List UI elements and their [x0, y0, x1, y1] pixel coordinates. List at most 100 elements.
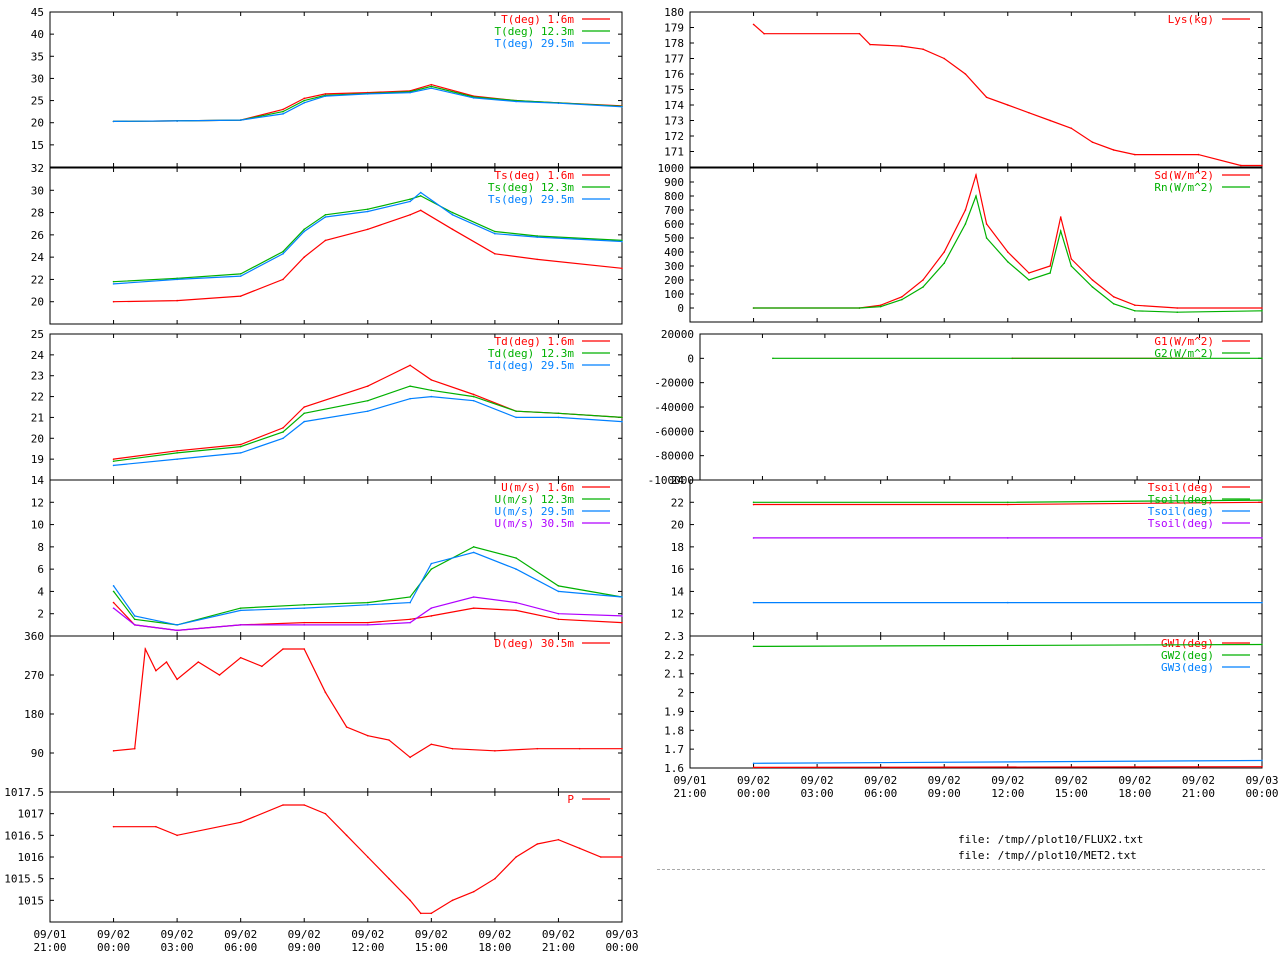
data-point [303, 804, 306, 806]
data-point [430, 607, 433, 609]
data-point [515, 568, 517, 570]
x-tick-label-time: 21:00 [542, 941, 575, 954]
x-tick-label-date: 09/03 [605, 928, 638, 941]
data-point [472, 97, 475, 99]
data-point [155, 825, 157, 828]
data-point [324, 95, 327, 97]
data-point [282, 437, 284, 440]
data-point [112, 300, 115, 303]
x-tick-label-date: 09/02 [351, 928, 384, 941]
x-tick-label-time: 15:00 [415, 941, 448, 954]
data-point [451, 228, 454, 231]
x-tick-label-time: 03:00 [801, 787, 834, 800]
data-point [239, 445, 242, 448]
data-point [324, 812, 327, 815]
data-point [494, 877, 496, 880]
data-point [1112, 296, 1115, 298]
series-line-Lys [753, 23, 1262, 167]
x-tick-label-date: 09/02 [1118, 774, 1151, 787]
data-point [621, 240, 623, 243]
y-tick-label: 20 [31, 296, 44, 309]
x-tick-label-date: 09/02 [288, 928, 321, 941]
data-point [419, 912, 422, 915]
data-point [621, 596, 623, 598]
y-tick-label: 172 [664, 130, 684, 143]
x-tick-label-date: 09/02 [224, 928, 257, 941]
data-point [578, 847, 581, 850]
data-point [366, 210, 369, 213]
y-tick-label: 20 [671, 519, 684, 532]
y-tick-label: 600 [664, 218, 684, 231]
x-tick-label-date: 09/02 [97, 928, 130, 941]
data-point [409, 200, 411, 203]
y-tick-label: 32 [31, 162, 44, 175]
data-point [303, 604, 306, 606]
data-point [239, 452, 242, 454]
y-tick-label: 22 [31, 391, 44, 404]
series-line-P [113, 804, 622, 914]
data-point [752, 537, 755, 539]
data-point [303, 97, 306, 100]
data-point [112, 460, 115, 463]
data-point [133, 747, 136, 750]
y-tick-label: 12 [31, 496, 44, 509]
legend-label: T(deg) 1.6m [501, 13, 574, 26]
y-tick-label: 14 [31, 474, 45, 487]
data-point [536, 843, 539, 845]
y-tick-label: 18 [671, 541, 684, 554]
data-point [409, 601, 411, 604]
x-tick-label-time: 12:00 [351, 941, 384, 954]
data-point [752, 601, 755, 604]
y-tick-label: 26 [31, 229, 44, 242]
data-point [324, 93, 327, 95]
series-line-Ts [113, 209, 623, 303]
data-point [409, 596, 411, 598]
data-point [112, 607, 115, 609]
y-tick-label: 4 [37, 585, 44, 598]
data-point [943, 57, 946, 60]
data-point [964, 223, 967, 225]
data-point [536, 236, 539, 238]
data-point [324, 239, 327, 242]
y-tick-label: 24 [671, 474, 685, 487]
legend-label: GW3(deg) [1161, 661, 1214, 674]
data-point [419, 191, 422, 194]
data-point [366, 621, 369, 624]
x-tick-label-time: 18:00 [478, 941, 511, 954]
data-point [112, 458, 115, 460]
plot-frame-T [49, 11, 623, 168]
data-point [922, 286, 924, 288]
series-line-U [113, 602, 623, 632]
data-point [752, 307, 755, 309]
data-point [752, 766, 755, 769]
data-point [494, 750, 496, 752]
data-point [515, 609, 517, 612]
x-tick-label-time: 06:00 [224, 941, 257, 954]
y-tick-label: -100000 [648, 474, 694, 487]
data-point [621, 747, 623, 750]
data-point [409, 618, 411, 621]
data-point [303, 420, 306, 423]
legend-label: Sd(W/m^2) [1154, 169, 1214, 182]
y-tick-label: 24 [31, 349, 45, 362]
y-tick-label: 300 [664, 260, 684, 273]
data-point [515, 410, 517, 412]
data-point [282, 108, 284, 111]
data-point [303, 230, 306, 233]
series-line-GW [753, 643, 1263, 648]
data-point [324, 214, 327, 216]
x-tick-label-time: 15:00 [1055, 787, 1088, 800]
data-point [1028, 111, 1030, 114]
y-tick-label: 90 [31, 747, 44, 760]
data-point [239, 295, 242, 297]
data-point [1176, 311, 1179, 314]
y-tick-label: 20 [31, 117, 44, 130]
y-tick-label: 23 [31, 370, 44, 383]
data-point [472, 395, 475, 398]
data-point [943, 262, 946, 265]
x-tick-label-time: 21:00 [1182, 787, 1215, 800]
data-point [515, 416, 517, 419]
data-point [176, 629, 178, 632]
data-point [557, 590, 560, 593]
data-point [303, 648, 306, 650]
